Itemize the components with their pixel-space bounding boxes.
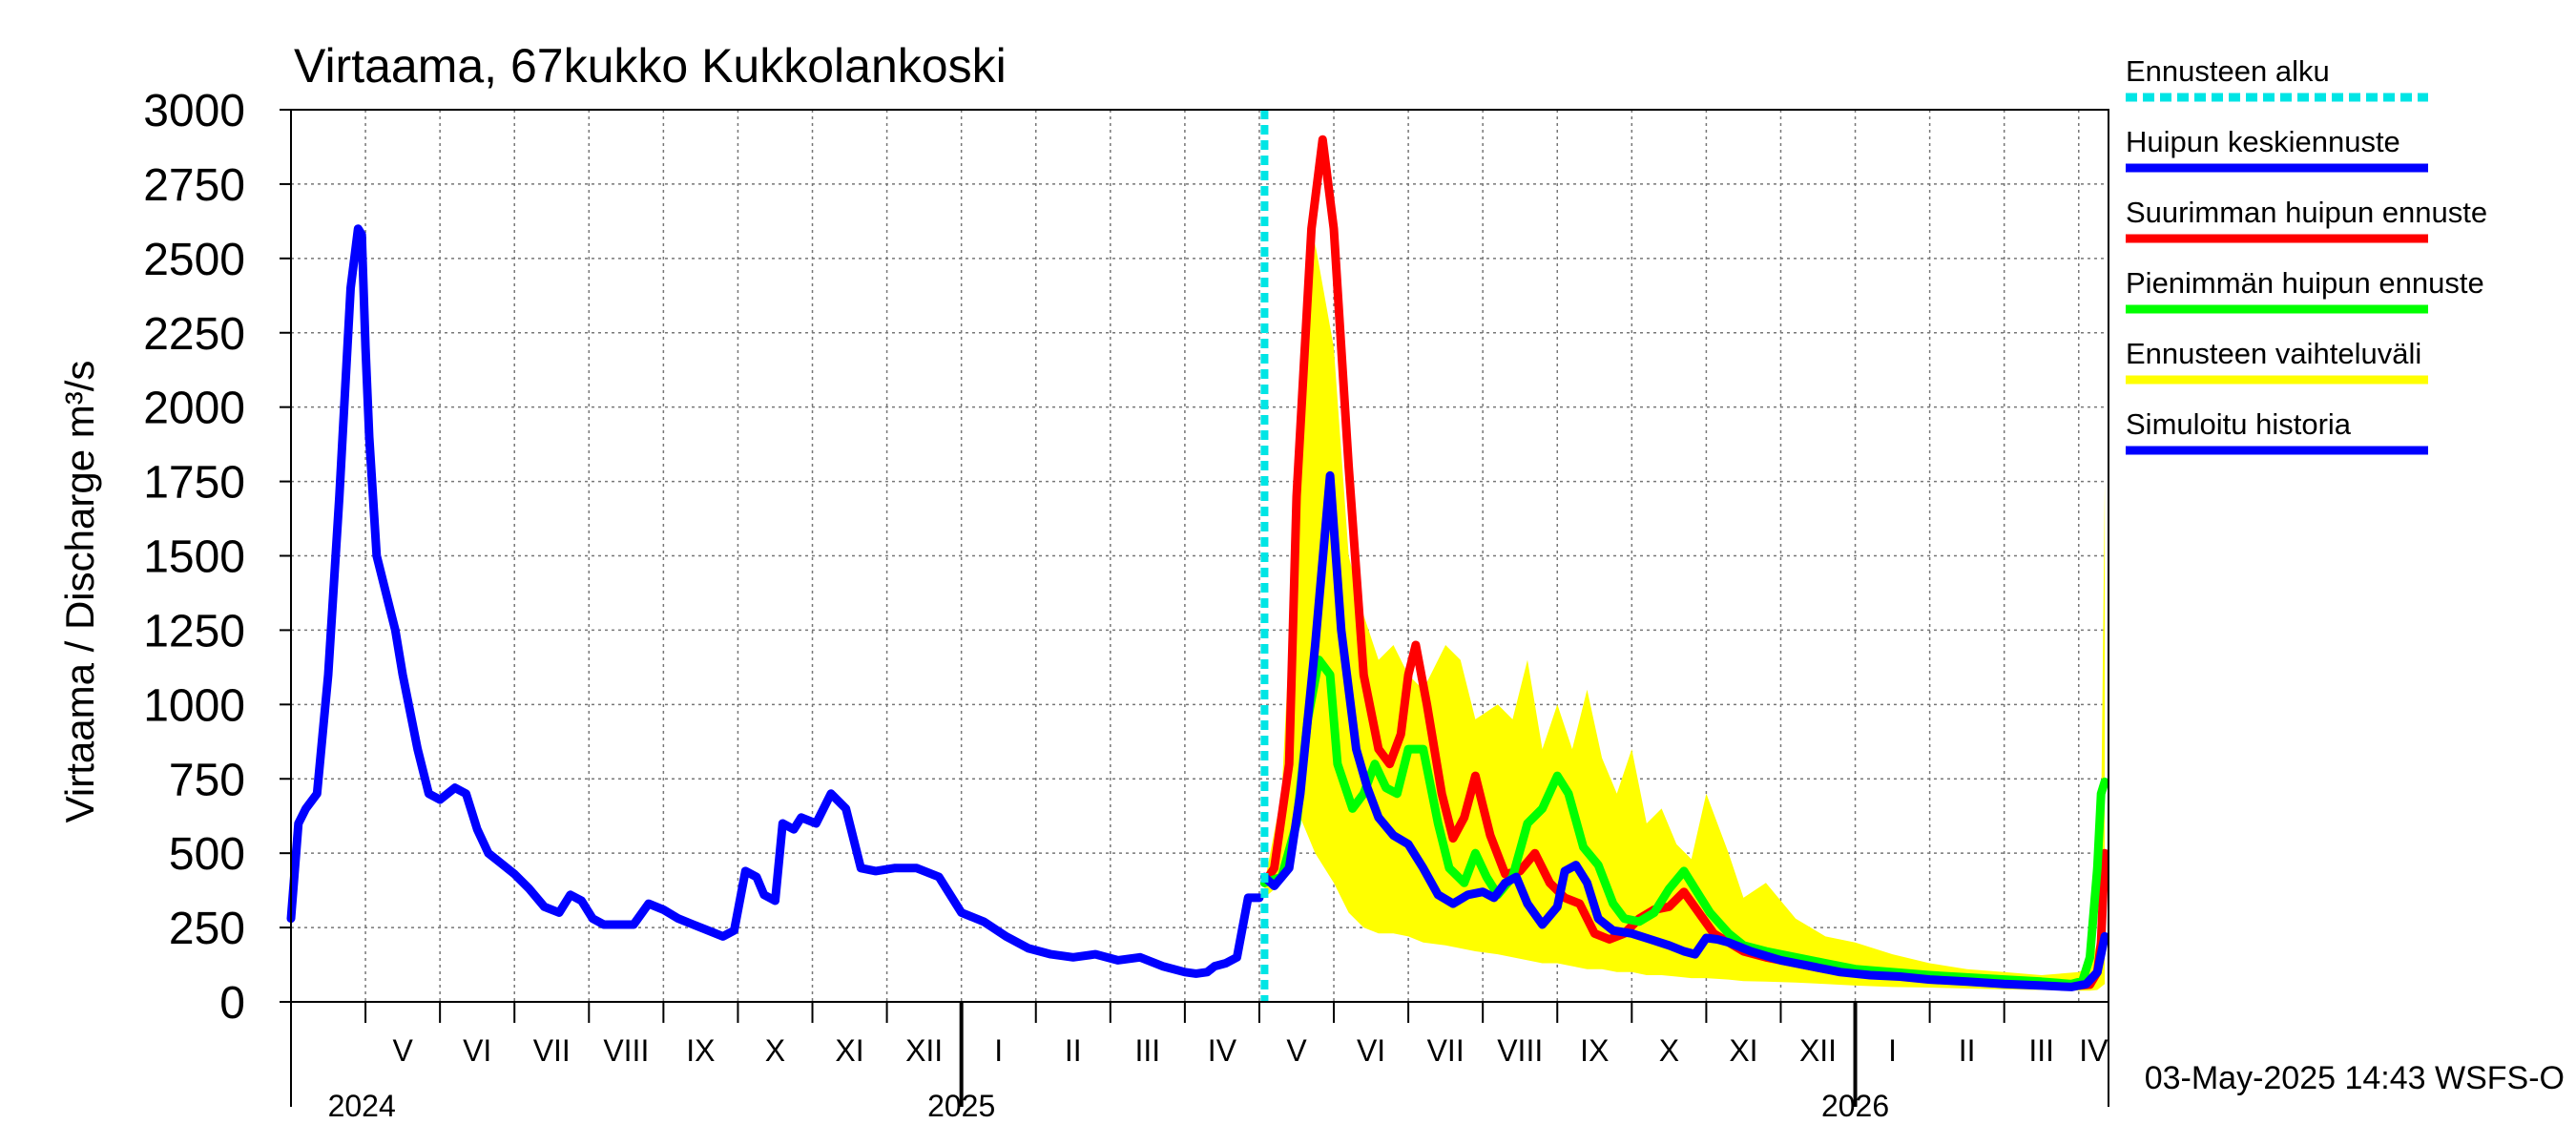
y-tick-label: 3000: [143, 86, 245, 136]
x-month-label: I: [994, 1033, 1003, 1068]
x-month-label: IV: [1208, 1033, 1237, 1068]
legend-label: Pienimmän huipun ennuste: [2126, 266, 2484, 300]
x-month-label: II: [1065, 1033, 1082, 1068]
legend-label: Ennusteen vaihteluväli: [2126, 337, 2421, 370]
y-tick-label: 1750: [143, 458, 245, 509]
x-month-label: VII: [1427, 1033, 1465, 1068]
x-month-label: IX: [1580, 1033, 1609, 1068]
series-line-simuloitu-historia: [286, 224, 1264, 978]
x-month-label: XI: [1729, 1033, 1757, 1068]
y-tick-label: 2750: [143, 160, 245, 211]
legend-label: Simuloitu historia: [2126, 407, 2352, 441]
x-month-label: VI: [1357, 1033, 1385, 1068]
y-tick-label: 750: [169, 755, 245, 805]
x-month-label: IX: [686, 1033, 715, 1068]
y-tick-label: 1000: [143, 680, 245, 731]
legend-label: Ennusteen alku: [2126, 54, 2330, 88]
x-month-label: XI: [835, 1033, 863, 1068]
x-month-label: X: [765, 1033, 785, 1068]
footer-timestamp: 03-May-2025 14:43 WSFS-O: [2145, 1060, 2565, 1096]
x-month-label: III: [2028, 1033, 2054, 1068]
series-layer: [286, 110, 2109, 1002]
y-tick-label: 250: [169, 904, 245, 954]
x-month-label: X: [1659, 1033, 1679, 1068]
x-month-label: IV: [2079, 1033, 2109, 1068]
chart-title: Virtaama, 67kukko Kukkolankoski: [294, 39, 1007, 93]
y-tick-label: 2000: [143, 384, 245, 434]
x-month-label: VIII: [1497, 1033, 1543, 1068]
legend: Ennusteen alku Huipun keskiennuste Suurimm…: [2126, 54, 2487, 455]
x-month-label: VI: [463, 1033, 491, 1068]
x-year-label: 2026: [1821, 1089, 1889, 1123]
y-tick-label: 2250: [143, 309, 245, 360]
y-tick-label: 2500: [143, 235, 245, 285]
legend-label: Huipun keskiennuste: [2126, 125, 2400, 158]
y-axis: 0 250 500 750 1000 1250 1500 1750 2000 2250 2500 27…: [143, 86, 291, 1029]
x-year-label: 2024: [328, 1089, 396, 1123]
x-month-label: VII: [533, 1033, 571, 1068]
x-month-label: V: [1286, 1033, 1307, 1068]
x-month-label: V: [392, 1033, 413, 1068]
x-year-label: 2025: [927, 1089, 995, 1123]
x-month-label: III: [1135, 1033, 1161, 1068]
x-month-label: VIII: [603, 1033, 649, 1068]
y-axis-label: Virtaama / Discharge m³/s: [57, 361, 102, 823]
y-tick-label: 1250: [143, 606, 245, 656]
x-axis: V VI VII VIII IX X XI XII I II III IV V VI VII VIII IX X X…: [290, 1002, 2109, 1123]
y-tick-label: 500: [169, 829, 245, 880]
y-tick-label: 1500: [143, 532, 245, 583]
y-tick-label: 0: [219, 978, 245, 1029]
series-line-huipun-keskiennuste: [1259, 470, 2109, 991]
x-month-label: XII: [1799, 1033, 1837, 1068]
grid: [291, 110, 2109, 1002]
series-band-ennusteen-vaihteluvali: [1264, 243, 2106, 991]
x-month-label: I: [1888, 1033, 1897, 1068]
x-month-label: XII: [905, 1033, 943, 1068]
x-month-label: II: [1959, 1033, 1976, 1068]
legend-label: Suurimman huipun ennuste: [2126, 196, 2487, 229]
